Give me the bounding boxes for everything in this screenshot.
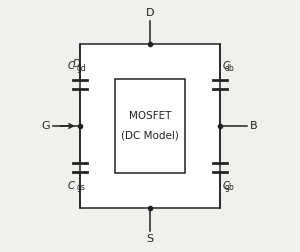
Text: gs: gs: [77, 183, 86, 192]
Text: gd: gd: [77, 64, 87, 73]
Text: D: D: [73, 59, 80, 69]
Text: G: G: [42, 121, 50, 131]
Text: C: C: [68, 181, 75, 191]
Text: C: C: [68, 61, 75, 71]
Text: B: B: [250, 121, 257, 131]
Text: MOSFET: MOSFET: [129, 111, 171, 121]
Text: C: C: [223, 181, 230, 191]
Text: gb: gb: [225, 183, 235, 192]
Text: C: C: [223, 61, 230, 71]
Bar: [115, 79, 185, 173]
Bar: [80, 44, 220, 208]
Text: D: D: [146, 8, 154, 18]
Text: S: S: [146, 234, 154, 244]
Text: (DC Model): (DC Model): [121, 131, 179, 141]
Text: db: db: [225, 64, 235, 73]
